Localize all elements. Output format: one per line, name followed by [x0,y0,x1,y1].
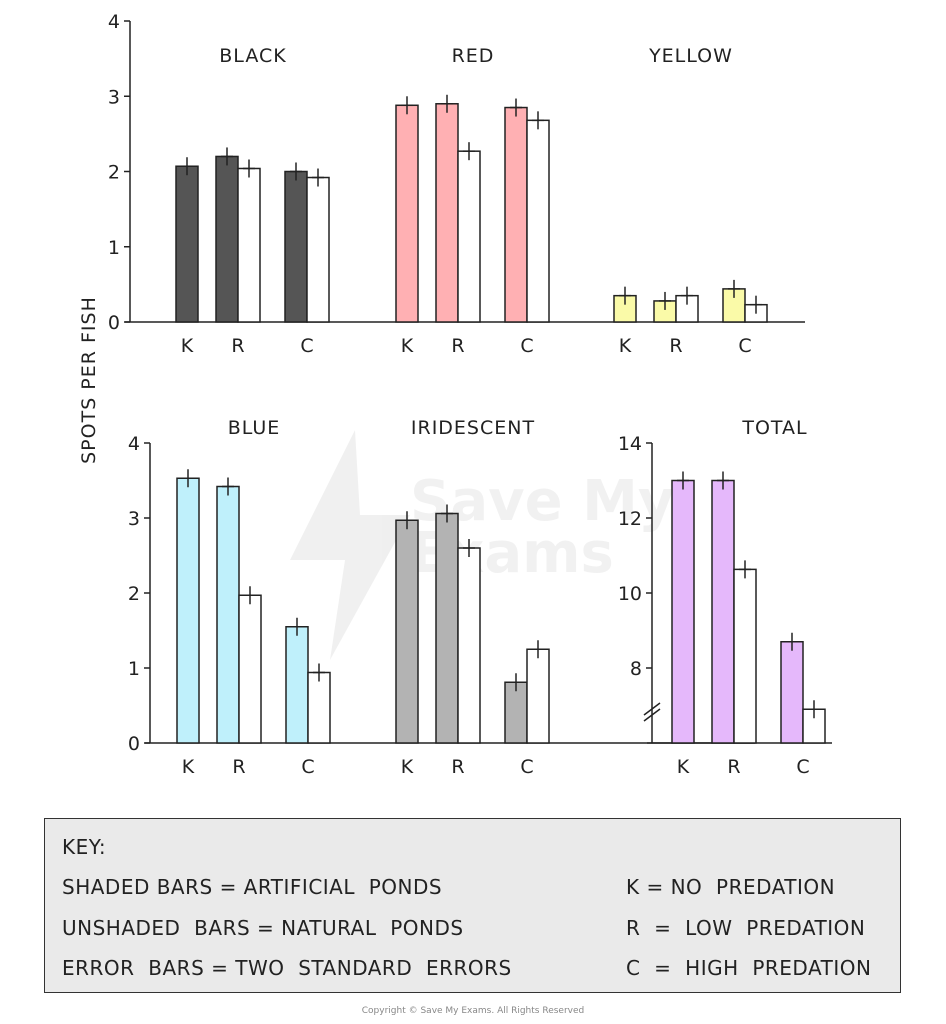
axis-break-mark [643,708,661,722]
x-tick-label: C [300,335,313,357]
y-tick-label: 3 [108,86,120,108]
x-tick-label: K [677,756,690,778]
bar-red-c-natural [526,119,550,323]
y-tick-label: 0 [128,733,140,755]
x-tick-label: C [738,335,751,357]
key-box: KEY: SHADED BARS = ARTIFICIAL PONDS UNSH… [44,818,901,993]
panel-title: RED [452,45,495,67]
x-tick-label: C [796,756,809,778]
bar-total-k-artificial [671,479,695,744]
key-unshaded: UNSHADED BARS = NATURAL PONDS [62,916,464,940]
y-tick-label: 0 [108,312,120,334]
bar-blue-c-artificial [285,626,309,744]
y-tick-label: 4 [128,433,140,455]
x-tick-label: C [520,756,533,778]
key-k: K = NO PREDATION [626,875,836,899]
y-axis-label: SPOTS PER FISH [78,296,100,464]
bar-black-r-artificial [215,155,239,323]
panel-title: BLUE [228,417,281,439]
x-tick-label: K [181,335,194,357]
x-tick-label: R [669,335,682,357]
bar-iridescent-c-natural [526,648,550,744]
x-tick-label: K [401,335,414,357]
x-tick-label: R [231,335,244,357]
y-tick-label: 12 [618,508,642,530]
x-tick-label: C [301,756,314,778]
key-c: C = HIGH PREDATION [626,956,872,980]
x-tick-label: R [451,756,464,778]
bar-iridescent-r-natural [457,547,481,744]
x-tick-label: K [401,756,414,778]
panel-title: IRIDESCENT [411,417,535,439]
key-r: R = LOW PREDATION [626,916,866,940]
copyright: Copyright © Save My Exams. All Rights Re… [361,1006,585,1016]
y-tick-label: 2 [128,583,140,605]
key-error: ERROR BARS = TWO STANDARD ERRORS [62,956,512,980]
panel-title: TOTAL [741,417,807,439]
bar-blue-k-artificial [176,477,200,744]
bar-iridescent-k-artificial [395,519,419,744]
spots-per-fish-chart: Save My Exams SPOTS PER FISH 01234012348… [78,11,832,778]
bar-total-r-artificial [711,479,735,744]
x-tick-label: K [619,335,632,357]
bar-red-k-artificial [395,104,419,323]
x-tick-label: C [520,335,533,357]
y-tick-label: 4 [108,11,120,33]
bar-iridescent-r-artificial [435,512,459,744]
bar-black-c-artificial [284,170,308,323]
x-tick-label: R [451,335,464,357]
panel-title: YELLOW [648,45,733,67]
bar-red-r-natural [457,150,481,323]
bar-blue-r-artificial [216,485,240,744]
y-tick-label: 14 [618,433,642,455]
y-tick-label: 8 [630,658,642,680]
axis-break-mark [643,702,661,716]
bar-blue-r-natural [238,594,262,744]
x-tick-label: R [727,756,740,778]
y-tick-label: 1 [128,658,140,680]
key-title: KEY: [62,835,107,859]
bar-black-k-artificial [175,165,199,323]
bar-black-r-natural [237,167,261,323]
key-shaded: SHADED BARS = ARTIFICIAL PONDS [62,875,443,899]
y-tick-label: 1 [108,237,120,259]
bar-iridescent-c-artificial [504,681,528,744]
bar-red-c-artificial [504,106,528,323]
panel-title: BLACK [219,45,286,67]
y-tick-label: 2 [108,162,120,184]
y-tick-label: 3 [128,508,140,530]
x-tick-label: R [232,756,245,778]
bar-red-r-artificial [435,103,459,323]
x-tick-label: K [182,756,195,778]
bar-total-r-natural [733,568,757,744]
bar-black-c-natural [306,176,330,323]
bar-blue-c-natural [307,671,331,744]
watermark: Save My Exams [290,430,674,660]
y-tick-label: 10 [618,583,642,605]
bar-total-c-artificial [780,641,804,744]
